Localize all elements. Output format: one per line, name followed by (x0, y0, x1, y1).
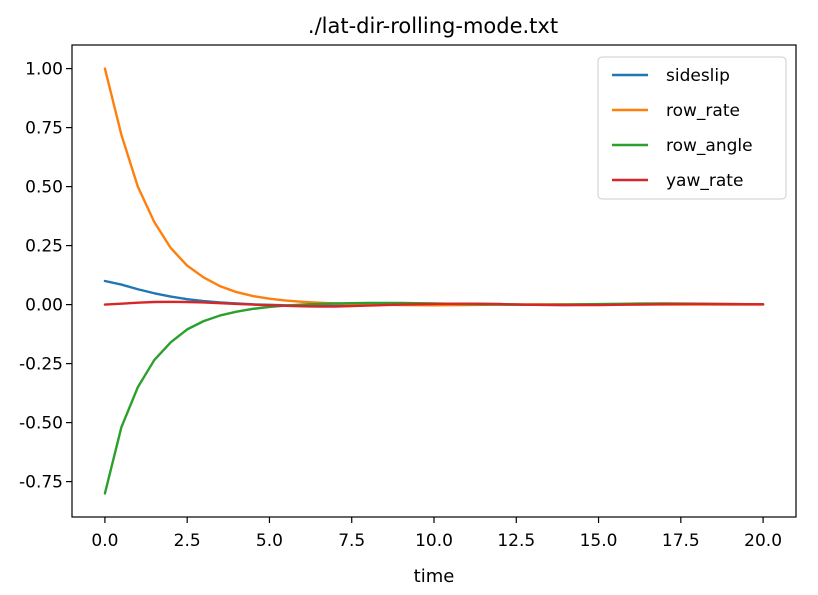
x-tick-label: 7.5 (338, 531, 365, 551)
x-tick-label: 0.0 (91, 531, 118, 551)
x-tick-label: 15.0 (580, 531, 618, 551)
x-tick-label: 12.5 (497, 531, 535, 551)
series-line-row-angle (103, 301, 765, 495)
y-tick-label: -0.50 (19, 414, 63, 434)
x-tick-label: 10.0 (415, 531, 453, 551)
legend-label-row-rate: row_rate (666, 101, 740, 121)
y-tick-label: -0.75 (19, 473, 63, 493)
x-tick-label: 2.5 (174, 531, 201, 551)
y-tick-label: 1.00 (25, 60, 63, 80)
plot-lines (103, 67, 765, 495)
legend-label-row-angle: row_angle (666, 136, 753, 156)
chart-title: ./lat-dir-rolling-mode.txt (308, 14, 558, 38)
x-tick-label: 17.5 (662, 531, 700, 551)
x-tick-label: 20.0 (744, 531, 782, 551)
x-tick-label: 5.0 (256, 531, 283, 551)
legend-label-sideslip: sideslip (666, 66, 730, 86)
y-tick-label: 0.00 (25, 296, 63, 316)
legend-label-yaw-rate: yaw_rate (666, 171, 743, 191)
series-line-yaw-rate (103, 300, 765, 308)
legend-box (597, 56, 787, 200)
y-axis: 1.00 0.75 0.50 0.25 0.00 -0.25 -0.50 -0.75 (19, 60, 72, 493)
y-tick-label: 0.50 (25, 178, 63, 198)
x-axis-label: time (414, 566, 455, 587)
legend: sideslip row_rate row_angle yaw_rate (597, 56, 787, 200)
y-tick-label: -0.25 (19, 355, 63, 375)
x-axis: 0.0 2.5 5.0 7.5 10.0 12.5 15.0 17.5 20.0 (91, 517, 782, 551)
y-tick-label: 0.75 (25, 119, 63, 139)
y-tick-label: 0.25 (25, 237, 63, 257)
